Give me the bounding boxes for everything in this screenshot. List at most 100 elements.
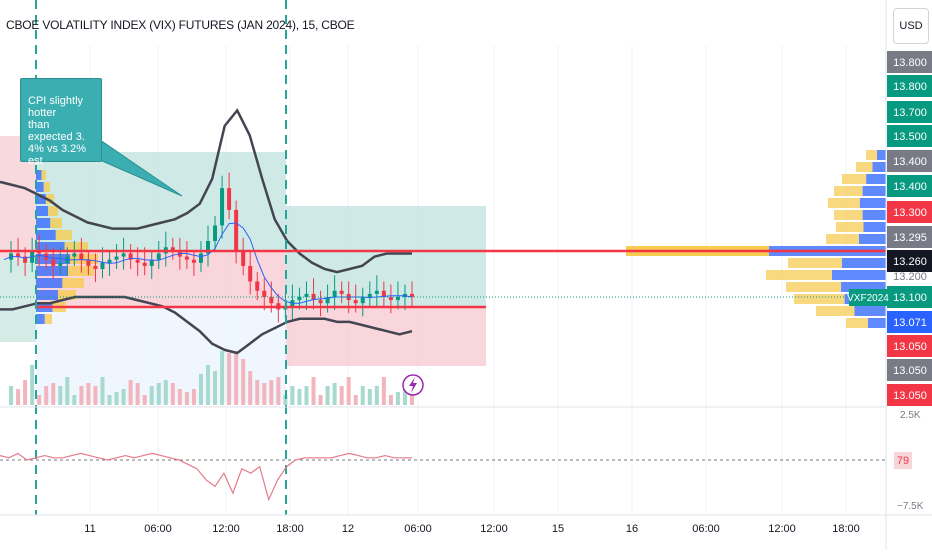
vp-left-blue-8 [36,266,68,276]
upper-band-line [0,108,412,274]
vp-right-yellow-4 [828,198,860,208]
vp-left-blue-1 [36,182,44,192]
volume-bar-57 [402,389,407,405]
candle-body-7 [51,259,56,266]
vp-right-yellow-7 [826,234,859,244]
vp-left-yellow-5 [55,230,72,240]
candle-body-30 [213,225,218,242]
volume-bar-27 [191,389,196,405]
candle-body-58 [410,293,414,297]
price-label-bg-3 [887,125,932,147]
volume-bar-31 [220,351,225,405]
stop-zone-2[interactable] [286,308,486,366]
vp-right-blue-4 [859,198,886,208]
volume-bar-25 [177,389,182,405]
volume-bar-16 [114,392,119,405]
candle-body-22 [156,253,161,260]
vp-right-blue-0 [877,150,886,160]
vp-right-blue-10 [832,270,886,280]
candle-body-24 [170,247,175,251]
vp-right-blue-7 [859,234,886,244]
symbol-tag: VXF2024 [847,289,889,306]
vp-left-yellow-0 [41,170,46,180]
vp-right-yellow-13 [816,306,855,316]
candle-body-10 [72,253,77,257]
volume-bar-30 [213,371,218,405]
candle-body-18 [128,253,133,260]
vp-right-yellow-14 [846,318,868,328]
candle-body-2 [16,253,21,257]
price-label-bg-13 [887,359,932,381]
price-label-bg-2 [887,101,932,123]
volume-bar-39 [276,377,281,405]
vp-left-yellow-2 [45,194,54,204]
candle-body-11 [79,253,84,260]
volume-bar-14 [100,377,105,405]
volume-bar-3 [23,380,28,405]
volume-bar-13 [93,386,98,405]
candle-body-47 [332,290,337,297]
volume-bar-15 [107,395,112,405]
vp-right-blue-9 [841,258,886,268]
oscillator-lower-label: −7.5K [897,501,924,512]
callout-line-3: 4% vs 3.2% est [28,143,87,167]
candle-body-35 [248,265,253,282]
vp-left-yellow-1 [43,182,50,192]
candle-body-42 [297,297,302,301]
volume-bar-45 [318,395,323,405]
candle-body-21 [149,259,154,266]
volume-bar-49 [346,377,351,405]
target-zone-2[interactable] [286,206,486,308]
volume-bar-36 [255,380,260,405]
vp-right-yellow-11 [786,282,841,292]
vp-left-blue-6 [36,242,65,252]
vp-right-blue-1 [872,162,886,172]
time-label-10: 12:00 [768,523,796,535]
vp-left-yellow-6 [64,242,88,252]
candle-body-52 [367,293,372,297]
price-label-4: 13.400 [893,156,927,168]
volume-bar-35 [248,371,253,405]
volume-bar-24 [170,383,175,405]
cpi-callout[interactable]: CPI slightly hotter than expected 3. 4% … [20,78,102,167]
price-label-3: 13.500 [893,131,927,143]
vp-left-blue-5 [36,230,56,240]
price-axis[interactable]: 13.800 13.800 13.700 13.500 13.400 13.400 13.3… [887,51,932,406]
price-label-bg-10 [887,286,932,308]
target-zone-1[interactable] [36,152,286,250]
volume-bar-41 [290,386,295,405]
volume-bar-37 [262,383,267,405]
price-label-9: 13.200 [893,271,927,283]
price-label-bg-1 [887,75,932,97]
vp-right-blue-2 [866,174,886,184]
currency-button[interactable]: USD [893,8,929,44]
candle-body-33 [234,209,239,251]
price-label-14: 13.050 [893,390,927,402]
candle-body-16 [114,256,119,260]
long-zone-left[interactable] [0,258,36,342]
time-axis[interactable]: 11 06:00 12:00 18:00 12 06:00 12:00 15 16 06:00 12… [84,523,859,535]
time-label-5: 06:00 [404,523,432,535]
candle-body-29 [206,241,210,254]
volume-bar-21 [149,386,154,405]
lower-band-line [0,295,413,355]
volume-bar-10 [72,395,77,405]
price-label-bg-12 [887,335,932,357]
volume-bar-43 [304,386,309,405]
vp-left-yellow-10 [58,290,76,300]
candle-body-20 [142,262,147,266]
vp-right-yellow-2 [842,174,867,184]
vp-left-yellow-9 [62,278,84,288]
vp-right-yellow-10 [766,270,832,280]
volume-bar-44 [311,377,316,405]
price-label-bg-14 [887,384,932,406]
vp-left-yellow-4 [50,218,62,228]
candle-body-14 [100,262,105,270]
candle-body-26 [184,256,189,260]
moving-average-line [3,222,413,304]
vp-left-blue-10 [36,290,58,300]
volume-bar-55 [388,395,393,405]
lightning-icon[interactable] [402,374,424,396]
